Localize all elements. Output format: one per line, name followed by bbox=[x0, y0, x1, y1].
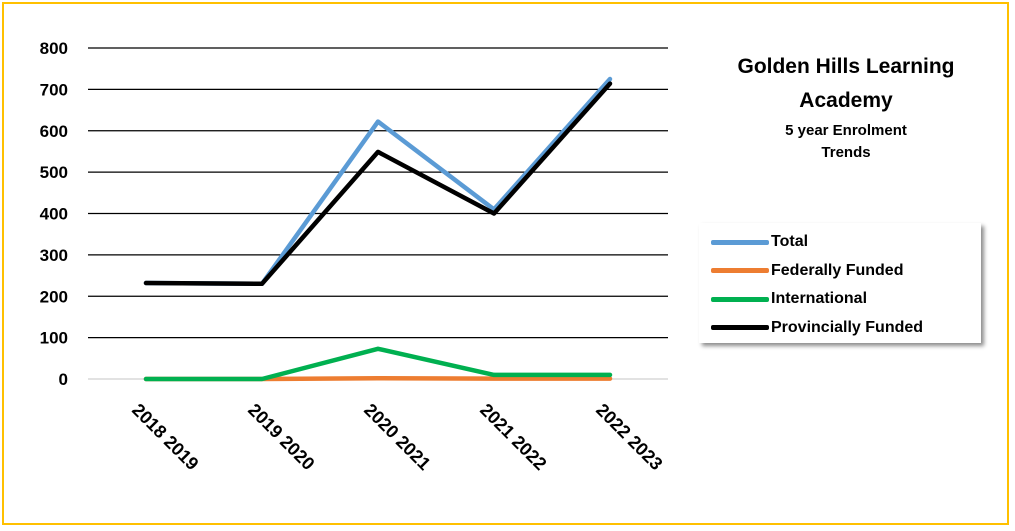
y-axis-ticks: 0 100 200 300 400 500 600 700 800 bbox=[40, 39, 68, 389]
y-tick-label: 400 bbox=[40, 205, 68, 224]
y-tick-label: 0 bbox=[59, 370, 68, 389]
chart-legend: Total Federally Funded International Provin… bbox=[699, 223, 981, 343]
x-axis-ticks: 2018 2019 2019 2020 2020 2021 2021 2022 2022… bbox=[128, 400, 666, 474]
y-tick-label: 500 bbox=[40, 163, 68, 182]
x-tick-label: 2022 2023 bbox=[592, 400, 666, 474]
y-tick-label: 100 bbox=[40, 329, 68, 348]
legend-swatch bbox=[711, 325, 769, 331]
legend-item: International bbox=[711, 285, 981, 314]
legend-item: Provincially Funded bbox=[711, 314, 981, 343]
chart-title-block: Golden Hills Learning Academy 5 year Enr… bbox=[696, 50, 996, 164]
chart-subtitle: 5 year Enrolment Trends bbox=[785, 122, 907, 161]
legend-swatch bbox=[711, 268, 769, 274]
y-tick-label: 600 bbox=[40, 122, 68, 141]
gridlines bbox=[88, 47, 668, 380]
legend-item: Federally Funded bbox=[711, 257, 981, 286]
x-tick-label: 2020 2021 bbox=[360, 400, 434, 474]
legend-swatch bbox=[711, 296, 769, 302]
chart-title: Golden Hills Learning Academy bbox=[737, 55, 955, 112]
x-tick-label: 2018 2019 bbox=[128, 400, 202, 474]
legend-label: International bbox=[771, 290, 868, 308]
legend-label: Provincially Funded bbox=[771, 318, 924, 336]
y-tick-label: 200 bbox=[40, 287, 68, 306]
legend-label: Total bbox=[771, 233, 809, 251]
series-lines bbox=[143, 76, 613, 382]
y-tick-label: 700 bbox=[40, 80, 68, 99]
x-tick-label: 2021 2022 bbox=[476, 400, 550, 474]
series-line-international bbox=[143, 346, 613, 382]
y-tick-label: 300 bbox=[40, 246, 68, 265]
y-tick-label: 800 bbox=[40, 39, 68, 58]
series-line-total bbox=[143, 76, 613, 287]
series-line-provincially-funded bbox=[143, 81, 613, 287]
legend-item: Total bbox=[711, 228, 981, 257]
x-tick-label: 2019 2020 bbox=[244, 400, 318, 474]
legend-label: Federally Funded bbox=[771, 261, 904, 279]
legend-swatch bbox=[711, 239, 769, 245]
